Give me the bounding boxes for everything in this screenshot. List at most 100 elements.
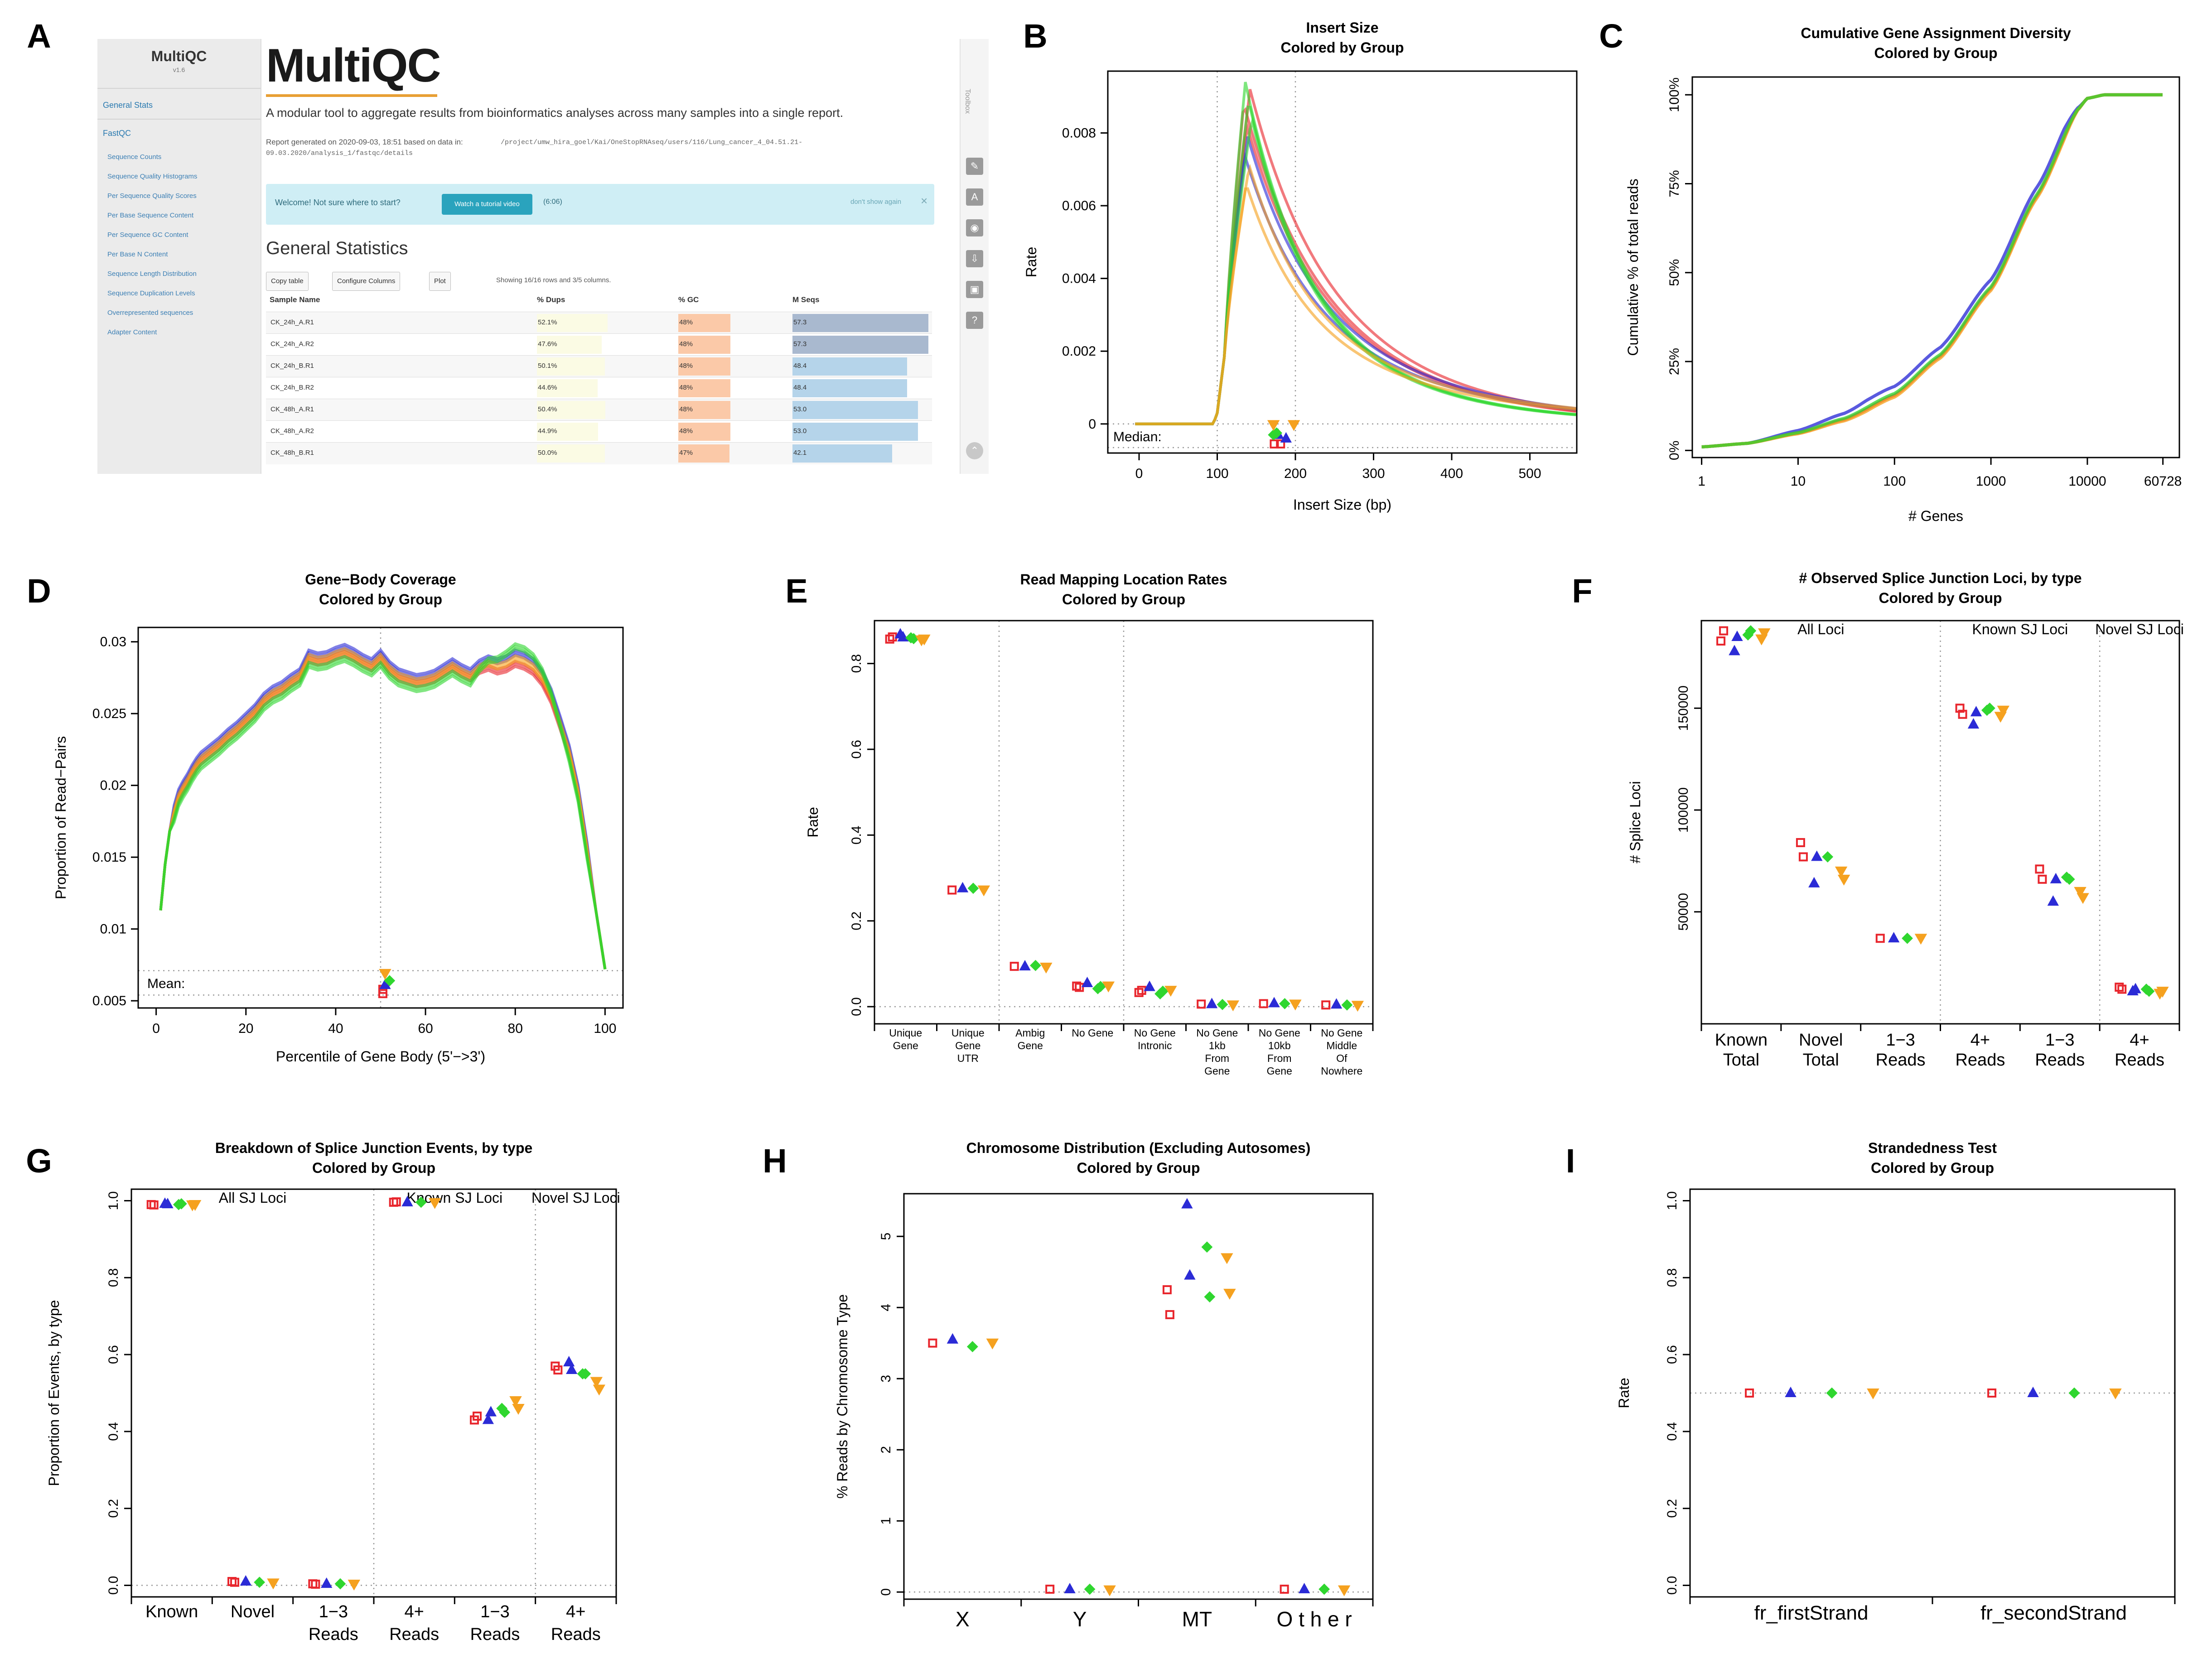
x-category-label: Middle [1326, 1040, 1357, 1051]
data-point-green [2063, 873, 2075, 885]
x-category-label: Total [1723, 1051, 1759, 1070]
sidebar-item-n-content[interactable]: Per Base N Content [107, 251, 168, 258]
sidebar-item-fastqc[interactable]: FastQC [103, 129, 131, 138]
col-mseqs[interactable]: M Seqs [792, 295, 820, 304]
chart-i-strandedness: Strandedness Test Colored by Group fr_firs… [1616, 1140, 2176, 1624]
series-green-line [1701, 93, 2163, 448]
data-point-orange [267, 1578, 280, 1590]
plot-button[interactable]: Plot [429, 272, 451, 291]
x-category-label: Unique [889, 1027, 922, 1039]
panel-letter-a: A [27, 17, 51, 55]
x-category-label: No Gene [1196, 1027, 1238, 1039]
mseqs-bar [792, 379, 908, 397]
data-point-green [1204, 1291, 1216, 1303]
y-axis-label: Rate [1023, 247, 1039, 278]
series-orange-line [1701, 93, 2163, 448]
data-point-red [1716, 636, 1726, 646]
chart-subtitle: Colored by Group [1281, 39, 1404, 56]
data-point-red [1045, 1585, 1055, 1594]
y-tick-label: 3 [879, 1375, 893, 1383]
sample-name-cell: CK_24h_A.R2 [270, 340, 314, 348]
help-icon[interactable]: ? [966, 312, 983, 329]
series-blue-line [1135, 152, 1576, 425]
data-point-red [2117, 984, 2127, 994]
pin-icon[interactable]: ✎ [966, 158, 983, 175]
median-marker [1271, 427, 1283, 439]
data-point-blue [401, 1196, 413, 1206]
plot-frame [1691, 76, 2180, 458]
x-category-label: fr_firstStrand [1754, 1602, 1869, 1624]
x-category-label: No Gene [1072, 1027, 1113, 1039]
series-orange-line [1135, 164, 1576, 425]
x-category-label: X [956, 1607, 970, 1631]
x-category-label: 4+ [566, 1602, 585, 1621]
data-point-blue [1184, 1269, 1196, 1280]
gc-bar [678, 357, 731, 376]
configure-columns-button[interactable]: Configure Columns [332, 272, 401, 291]
sidebar-item-general-stats[interactable]: General Stats [103, 101, 153, 110]
data-point-red [1009, 962, 1019, 971]
y-tick-label: 50000 [1676, 893, 1691, 931]
series-orange-line [159, 647, 607, 969]
sidebar-item-sequence-counts[interactable]: Sequence Counts [107, 153, 162, 161]
save-icon[interactable]: ▣ [966, 281, 983, 298]
y-tick-label: 0.008 [1062, 125, 1096, 140]
data-point-blue [1811, 850, 1823, 861]
col-sample-name[interactable]: Sample Name [270, 295, 320, 304]
y-tick-label: 100000 [1676, 787, 1691, 833]
welcome-text: Welcome! Not sure where to start? [275, 198, 401, 207]
data-point-green [1217, 998, 1228, 1010]
x-axis-label: Percentile of Gene Body (5'−>3') [276, 1048, 485, 1065]
sidebar-logo[interactable]: MultiQC [151, 48, 207, 64]
sidebar-item-overrepresented[interactable]: Overrepresented sequences [107, 309, 193, 317]
logo-underline [266, 94, 437, 97]
panel-letter-e: E [785, 572, 807, 610]
sidebar-item-quality-histograms[interactable]: Sequence Quality Histograms [107, 173, 198, 180]
mseqs-cell: 57.3 [793, 340, 807, 348]
y-tick-label: 0.4 [106, 1422, 121, 1441]
data-point-orange [593, 1384, 606, 1396]
x-category-label: Ambig [1015, 1027, 1045, 1039]
scroll-up-icon[interactable]: ⌃ [966, 442, 983, 459]
data-point-orange [986, 1338, 999, 1350]
sidebar-item-base-content[interactable]: Per Base Sequence Content [107, 212, 194, 219]
data-point-blue [1785, 1386, 1797, 1397]
col-gc[interactable]: % GC [678, 295, 699, 304]
table-row: CK_48h_A.R1 50.4% 48% 53.0 [266, 399, 932, 421]
panel-letter-i: I [1566, 1142, 1575, 1180]
toolbox-tab[interactable]: Toolbox [964, 89, 971, 114]
chart-f-splice-loci: # Observed Splice Junction Loci, by type… [1627, 570, 2184, 1070]
x-tick-label: 300 [1362, 466, 1385, 481]
sidebar-item-quality-scores[interactable]: Per Sequence Quality Scores [107, 192, 197, 200]
close-icon[interactable]: × [921, 194, 928, 207]
copy-table-button[interactable]: Copy table [266, 272, 309, 291]
eye-icon[interactable]: ◉ [966, 219, 983, 236]
y-axis-label: Rate [1616, 1378, 1632, 1408]
y-tick-label: 0% [1667, 441, 1682, 460]
y-tick-label: 1.0 [1665, 1191, 1680, 1210]
y-tick-label: 0.2 [106, 1499, 121, 1518]
data-point-orange [590, 1377, 603, 1388]
highlight-icon[interactable]: A [966, 188, 983, 206]
data-point-orange [1040, 963, 1053, 974]
x-tick-label: 20 [238, 1021, 253, 1036]
data-point-blue [2047, 895, 2059, 906]
col-dups[interactable]: % Dups [537, 295, 565, 304]
x-tick-label: 200 [1284, 466, 1307, 481]
data-point-red [1719, 626, 1729, 636]
data-point-red [1875, 934, 1885, 943]
sidebar-item-gc-content[interactable]: Per Sequence GC Content [107, 231, 188, 239]
sidebar-item-adapter-content[interactable]: Adapter Content [107, 328, 157, 336]
dont-show-again-link[interactable]: don't show again [850, 198, 902, 206]
data-point-red [553, 1365, 563, 1375]
data-point-orange [2074, 887, 2086, 898]
sidebar-item-duplication-levels[interactable]: Sequence Duplication Levels [107, 289, 195, 297]
y-tick-label: 0.005 [92, 993, 126, 1008]
download-icon[interactable]: ⇩ [966, 250, 983, 267]
x-category-label: From [1205, 1052, 1229, 1064]
chart-gene-body-coverage: Gene−Body Coverage Colored by Group Mean: 0… [53, 571, 624, 1065]
tutorial-video-button[interactable]: Watch a tutorial video [442, 194, 532, 215]
sidebar-item-length-distribution[interactable]: Sequence Length Distribution [107, 270, 197, 278]
x-tick-label: 10000 [2068, 474, 2106, 489]
